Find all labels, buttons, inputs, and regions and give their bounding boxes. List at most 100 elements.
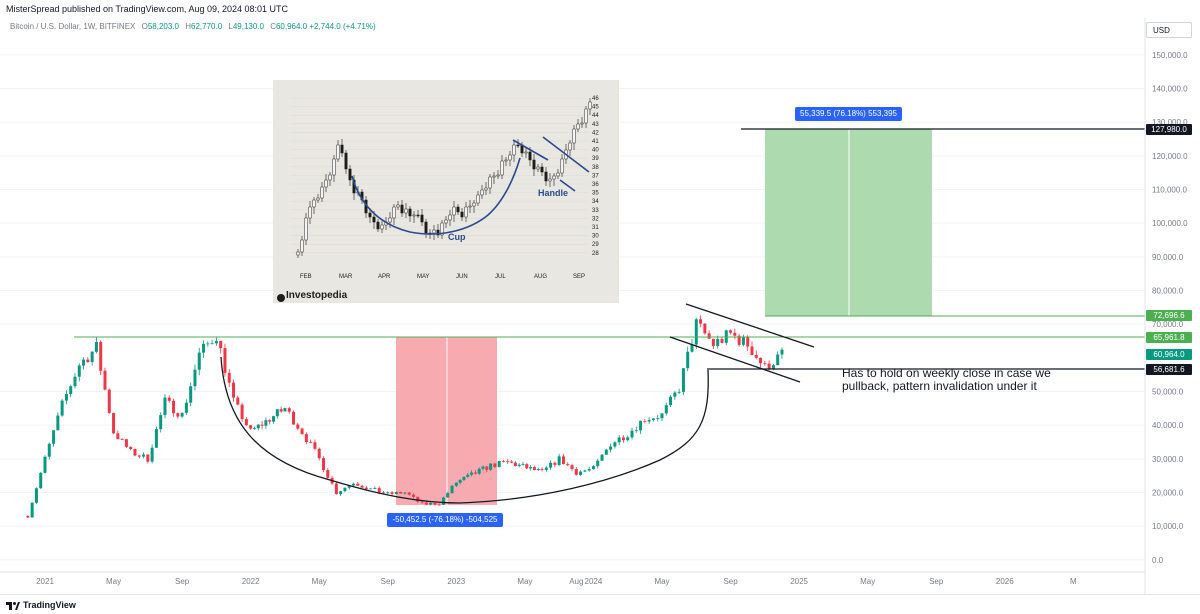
price-tag: 65,961.8 bbox=[1146, 332, 1192, 344]
candle bbox=[43, 455, 47, 474]
long-measure-label: 55,339.5 (76.18%) 553,395 bbox=[795, 107, 902, 121]
candle bbox=[176, 412, 180, 419]
candle bbox=[407, 492, 411, 496]
candle bbox=[699, 315, 703, 328]
candle bbox=[720, 337, 724, 344]
drawings bbox=[74, 128, 1145, 504]
inset-candle bbox=[460, 208, 464, 221]
candle bbox=[244, 417, 248, 426]
candle bbox=[272, 415, 276, 424]
candle bbox=[630, 427, 634, 440]
candle bbox=[180, 412, 184, 419]
candle bbox=[525, 462, 529, 470]
inset-candle bbox=[316, 194, 320, 203]
price-tag: 60,964.0 bbox=[1146, 349, 1192, 361]
candle bbox=[626, 435, 630, 442]
inset-candle bbox=[548, 173, 552, 187]
inset-cup-curve bbox=[351, 157, 521, 235]
candle bbox=[441, 496, 445, 505]
candle bbox=[193, 364, 197, 391]
candle bbox=[223, 343, 227, 377]
price-axis[interactable]: 150,000.0 140,000.0 130,000.0 120,000.0 110,… bbox=[1144, 18, 1188, 594]
inset-candle bbox=[416, 210, 420, 218]
candle bbox=[776, 351, 780, 366]
candle bbox=[112, 412, 116, 435]
candle bbox=[268, 419, 272, 425]
published-header: MisterSpread published on TradingView.co… bbox=[0, 0, 1200, 18]
candle bbox=[741, 334, 745, 347]
candle bbox=[544, 465, 548, 472]
candle bbox=[52, 430, 56, 447]
candle bbox=[189, 382, 193, 407]
inset-handle-line-1 bbox=[512, 139, 549, 161]
candle bbox=[219, 340, 223, 354]
candle bbox=[669, 395, 673, 407]
candle bbox=[481, 465, 485, 471]
inset-candle bbox=[448, 210, 452, 226]
inset-candle bbox=[580, 117, 584, 128]
tradingview-logo-icon bbox=[6, 601, 20, 610]
inset-background bbox=[273, 80, 619, 303]
time-axis-tick: May bbox=[517, 577, 532, 586]
candles bbox=[26, 315, 784, 518]
change-value: +2,744.0 (+4.71%) bbox=[309, 22, 376, 31]
symbol-name[interactable]: Bitcoin / U.S. Dollar, 1W, BITFINEX bbox=[10, 22, 136, 31]
tradingview-brand: TradingView bbox=[23, 600, 76, 610]
inset-candle bbox=[472, 200, 476, 213]
symbol-legend[interactable]: Bitcoin / U.S. Dollar, 1W, BITFINEX O58,… bbox=[10, 21, 376, 33]
handle-upper-line bbox=[685, 303, 815, 348]
inset-candle bbox=[348, 165, 352, 186]
price-tag: 127,980.0 bbox=[1146, 123, 1192, 135]
inset-candle bbox=[300, 236, 304, 256]
candle bbox=[26, 515, 30, 518]
price-axis-tick: 130,000.0 bbox=[1152, 118, 1188, 127]
inset-candle bbox=[496, 170, 500, 179]
candle bbox=[703, 323, 707, 335]
candle bbox=[587, 466, 591, 472]
candle bbox=[120, 438, 124, 441]
currency-selector[interactable]: USD bbox=[1146, 22, 1192, 38]
inset-candle bbox=[400, 200, 404, 217]
candle bbox=[103, 367, 107, 391]
time-axis-tick: Sep bbox=[381, 577, 396, 586]
candle bbox=[154, 426, 158, 449]
price-tag: 72,696.6 bbox=[1146, 309, 1192, 321]
candle bbox=[364, 485, 368, 490]
inset-month-tick: JUL bbox=[495, 274, 506, 280]
candle bbox=[621, 435, 625, 443]
candle bbox=[279, 406, 283, 413]
time-axis-tick: 2021 bbox=[36, 577, 54, 586]
inset-candle bbox=[412, 211, 416, 223]
inset-axis-tick: 28 bbox=[592, 251, 599, 257]
inset-axis-tick: 46 bbox=[592, 96, 599, 102]
inset-candle bbox=[508, 151, 512, 166]
tradingview-logo[interactable]: TradingView bbox=[6, 599, 76, 611]
price-axis-tick: 90,000.0 bbox=[1152, 253, 1184, 262]
inset-axis-tick: 45 bbox=[592, 105, 599, 111]
inset-axis-tick: 37 bbox=[592, 173, 599, 179]
inset-candle bbox=[440, 220, 444, 239]
candle bbox=[686, 346, 690, 372]
open-label: O bbox=[141, 22, 148, 31]
candle bbox=[754, 350, 758, 360]
candle bbox=[129, 446, 133, 451]
candle bbox=[583, 469, 587, 473]
candle bbox=[553, 461, 557, 468]
candle bbox=[99, 340, 103, 376]
low-label: L bbox=[228, 22, 233, 31]
time-axis-tick: Sep bbox=[929, 577, 944, 586]
price-axis-tick: 10,000.0 bbox=[1152, 522, 1184, 531]
candle bbox=[690, 338, 694, 353]
candle bbox=[133, 448, 137, 457]
time-axis[interactable]: 2021 May Sep 2022 May Sep 2023 May Aug 2024 May Sep… bbox=[0, 571, 1145, 586]
inset-candle bbox=[408, 206, 412, 222]
candle bbox=[184, 399, 188, 416]
inset-candle bbox=[424, 219, 428, 238]
inset-candle bbox=[336, 140, 340, 162]
candle bbox=[334, 482, 338, 495]
candle bbox=[47, 442, 51, 460]
candle bbox=[390, 491, 394, 496]
candle bbox=[506, 459, 510, 464]
candle bbox=[322, 456, 326, 473]
